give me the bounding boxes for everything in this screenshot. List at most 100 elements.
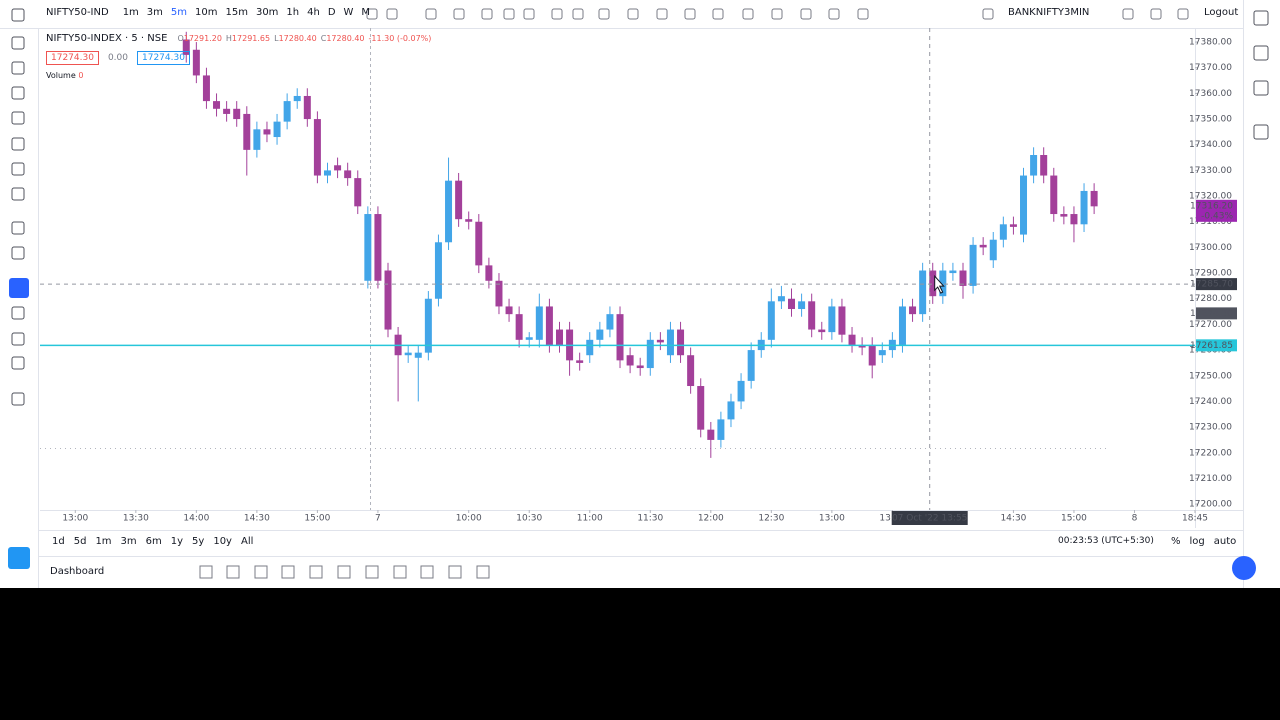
candle-body: [424, 298, 432, 353]
price-tag: 17274.30: [1190, 309, 1233, 319]
x-tick-label: 13:30: [123, 514, 149, 524]
candle-body: [868, 344, 876, 366]
candle-body: [525, 337, 533, 340]
toolbar-icon: [481, 8, 493, 20]
top-toolbar: NIFTY50-IND 1m 3m 5m 10m 15m 30m 1h 4h D W M: [46, 7, 378, 18]
interval[interactable]: D: [327, 7, 336, 18]
interval[interactable]: 4h: [307, 7, 320, 18]
toolbar-icon: [386, 8, 398, 20]
candle-body: [213, 101, 221, 109]
candle-body: [687, 355, 695, 387]
candle-body: [717, 419, 725, 440]
dashboard-tab[interactable]: Dashboard: [50, 566, 105, 577]
legend: NIFTY50-INDEX · 5 · NSE O 17291.20 H 17291.…: [46, 32, 431, 80]
draw-icon: [226, 565, 240, 579]
candle-body: [727, 401, 735, 420]
interval[interactable]: 15m: [225, 7, 248, 18]
range[interactable]: 1m: [95, 536, 112, 547]
candle-body: [253, 129, 261, 150]
x-tick-label: 14:00: [183, 514, 209, 524]
scale-option[interactable]: auto: [1213, 536, 1237, 547]
x-tick-label: 12:30: [758, 514, 784, 524]
candle-body: [1040, 155, 1048, 176]
magnet-tool[interactable]: [9, 278, 29, 298]
candle-body: [1060, 214, 1068, 217]
toolbar-icon: [453, 8, 465, 20]
tool-icon: [11, 86, 25, 100]
y-tick-label: 17270.00: [1189, 320, 1232, 330]
scale-option[interactable]: log: [1189, 536, 1205, 547]
tool-icon: [11, 221, 25, 235]
interval[interactable]: 10m: [195, 7, 218, 18]
candle-body: [182, 39, 190, 55]
candle-body: [414, 352, 422, 358]
candle-body: [293, 95, 301, 102]
interval[interactable]: 1h: [286, 7, 300, 18]
sidebar-icon: [1253, 80, 1269, 96]
chart: 17200.00 17210.00 17220.00 17230.00 17240.00…: [0, 0, 1269, 588]
candle-body: [596, 329, 604, 340]
ohlc-key: L: [274, 34, 279, 43]
y-tick-label: 17370.00: [1189, 63, 1232, 73]
candle-body: [999, 224, 1007, 240]
toolbar-icon: [656, 8, 668, 20]
interval[interactable]: M: [361, 7, 371, 18]
tool-icon: [11, 187, 25, 201]
candle-body: [767, 301, 775, 340]
candle-body: [313, 119, 321, 176]
interval[interactable]: 30m: [255, 7, 279, 18]
ohlc-value: 17291.65: [231, 34, 271, 43]
candle-body: [323, 170, 331, 176]
ohlc-value: 17280.40: [326, 34, 365, 43]
range[interactable]: 10y: [213, 536, 232, 547]
symbol[interactable]: NIFTY50-IND: [46, 7, 109, 18]
tool-icon: [11, 392, 25, 406]
range[interactable]: 5y: [192, 536, 205, 547]
candle-body: [344, 170, 352, 179]
bottom-tabs: Dashboard: [50, 566, 113, 577]
range[interactable]: 1d: [52, 536, 65, 547]
draw-icon: [476, 565, 490, 579]
legend-title: NIFTY50-INDEX · 5 · NSE: [46, 33, 168, 44]
candle-body: [1030, 155, 1038, 176]
toolbar-icon: [684, 8, 696, 20]
toolbar-icon: [551, 8, 563, 20]
x-tick-label: 11:30: [637, 514, 663, 524]
toolbar-icon: [828, 8, 840, 20]
x-tick-label: 15:00: [1061, 514, 1087, 524]
last-price: 17316.20: [1190, 201, 1233, 211]
range[interactable]: 6m: [145, 536, 162, 547]
y-tick-label: 17280.00: [1189, 294, 1232, 304]
last-price-bg: [1196, 199, 1237, 222]
range[interactable]: 5d: [73, 536, 87, 547]
expand-button[interactable]: [1232, 556, 1256, 580]
y-tick-label: 17240.00: [1189, 397, 1232, 407]
candle-body: [434, 242, 442, 299]
favorites-button[interactable]: [8, 547, 30, 569]
logout-button[interactable]: Logout: [1204, 7, 1239, 18]
toolbar-icon: [425, 8, 437, 20]
y-tick-label: 17340.00: [1189, 140, 1232, 150]
range[interactable]: 1y: [170, 536, 184, 547]
candles: [182, 31, 1098, 458]
candle-body: [939, 270, 947, 297]
range[interactable]: All: [240, 536, 254, 547]
logout: Logout: [1204, 7, 1247, 18]
compare-symbol[interactable]: BANKNIFTY3MIN: [1008, 7, 1090, 18]
interval[interactable]: 1m: [122, 7, 139, 18]
interval[interactable]: 5m: [170, 7, 188, 18]
candle-body: [243, 113, 251, 150]
app: 17200.00 17210.00 17220.00 17230.00 17240.00…: [0, 0, 1280, 588]
draw-icon: [281, 565, 295, 579]
candle-body: [495, 280, 503, 307]
interval[interactable]: 3m: [146, 7, 163, 18]
range[interactable]: 3m: [120, 536, 137, 547]
x-tick-label: 11:00: [577, 514, 603, 524]
interval[interactable]: W: [343, 7, 354, 18]
toolbar-icon: [627, 8, 639, 20]
scale-option[interactable]: %: [1171, 536, 1181, 547]
candle-body: [354, 178, 362, 207]
y-tick-label: 17230.00: [1189, 423, 1232, 433]
draw-icon: [337, 565, 351, 579]
